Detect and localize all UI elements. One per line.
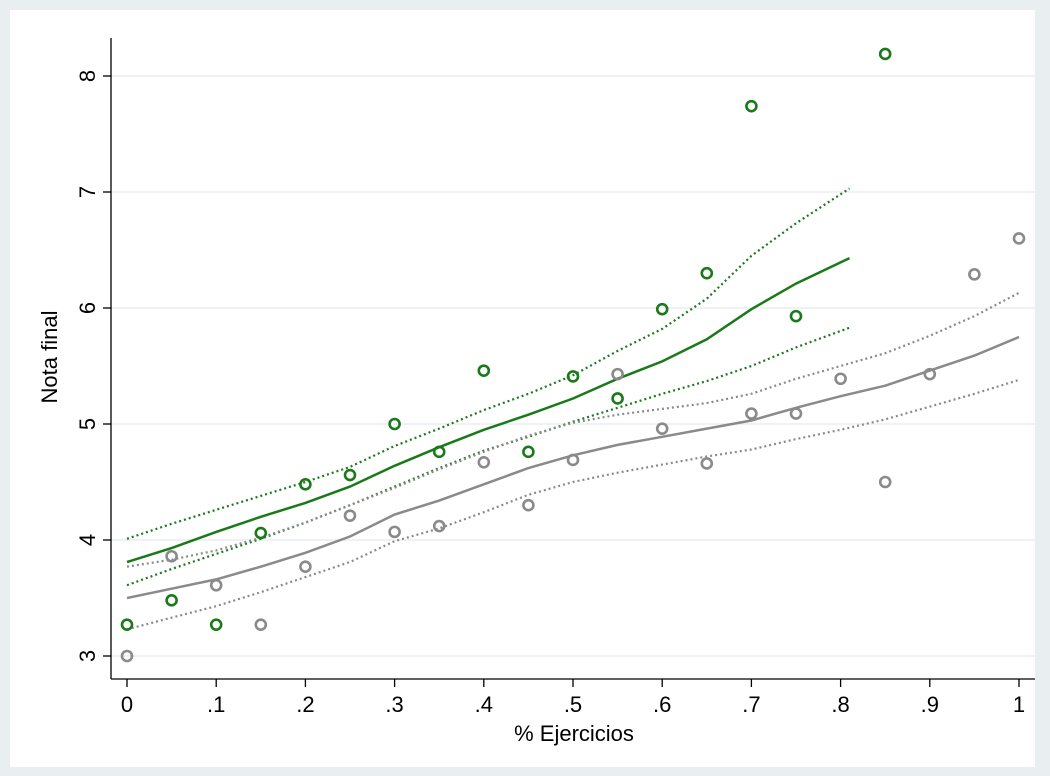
x-tick-label: .6 <box>653 692 671 717</box>
scatter-point <box>566 453 580 467</box>
scatter-point <box>299 560 312 573</box>
scatter-point <box>522 498 535 512</box>
x-axis-label: % Ejercicios <box>514 721 634 746</box>
y-tick-label: 4 <box>75 534 100 546</box>
scatter-point <box>165 549 178 563</box>
scatter-point <box>968 268 981 281</box>
plot-frame <box>10 10 1035 767</box>
scatter-point <box>477 364 491 377</box>
scatter-point <box>209 578 223 592</box>
scatter-point <box>120 649 134 663</box>
scatter-point <box>388 525 401 539</box>
scatter-point <box>209 618 223 631</box>
y-axis-label: Nota final <box>37 311 62 404</box>
x-tick-label: .8 <box>831 692 849 717</box>
scatter-point <box>477 455 491 469</box>
scatter-point <box>254 618 268 631</box>
scatter-point <box>566 370 580 383</box>
scatter-point <box>254 526 268 540</box>
x-tick-label: 1 <box>1013 692 1025 717</box>
scatter-point <box>343 509 357 522</box>
fitted-line <box>126 256 851 564</box>
scatter-points <box>120 47 1026 663</box>
scatter-point <box>120 618 134 631</box>
scatter-point <box>745 407 758 420</box>
scatter-point <box>789 407 803 420</box>
scatter-point <box>165 594 178 607</box>
scatter-point <box>522 445 535 459</box>
scatter-point <box>789 309 803 323</box>
scatter-point <box>700 266 714 280</box>
y-tick-label: 5 <box>75 418 100 430</box>
y-tick-label: 8 <box>75 70 100 82</box>
scatter-point <box>700 457 714 470</box>
x-tick-label: .2 <box>296 692 314 717</box>
scatter-point <box>1012 232 1026 245</box>
x-tick-label: .3 <box>385 692 403 717</box>
scatter-point <box>878 47 892 61</box>
scatter-point <box>388 417 401 431</box>
x-tick-label: 0 <box>121 692 133 717</box>
axes: 3 4 5 6 7 8 0 .1 .2 .3 .4 .5 .6 .7 .8 .9 1 <box>75 38 1035 717</box>
scatter-point <box>432 445 446 459</box>
scatter-point <box>878 475 892 489</box>
ci-bound-line <box>126 187 851 540</box>
scatter-point <box>343 468 357 482</box>
x-tick-label: .5 <box>564 692 582 717</box>
x-tick-label: .9 <box>921 692 939 717</box>
scatter-point <box>745 99 758 113</box>
scatter-point <box>655 422 669 435</box>
x-tick-label: .1 <box>207 692 225 717</box>
x-tick-label: .4 <box>475 692 493 717</box>
ci-bound-line <box>126 291 1020 568</box>
scatter-point <box>432 519 446 533</box>
scatter-point <box>611 392 624 405</box>
y-tick-label: 6 <box>75 302 100 314</box>
grid-lines <box>111 75 1035 657</box>
y-tick-label: 3 <box>75 650 100 662</box>
scatter-point <box>834 372 847 386</box>
x-tick-label: .7 <box>742 692 760 717</box>
scatter-point <box>923 367 937 381</box>
scatter-point <box>655 302 669 316</box>
scatter-point <box>299 478 312 491</box>
scatter-point <box>611 367 624 381</box>
ci-bound-line <box>126 378 1020 631</box>
y-tick-label: 7 <box>75 186 100 198</box>
